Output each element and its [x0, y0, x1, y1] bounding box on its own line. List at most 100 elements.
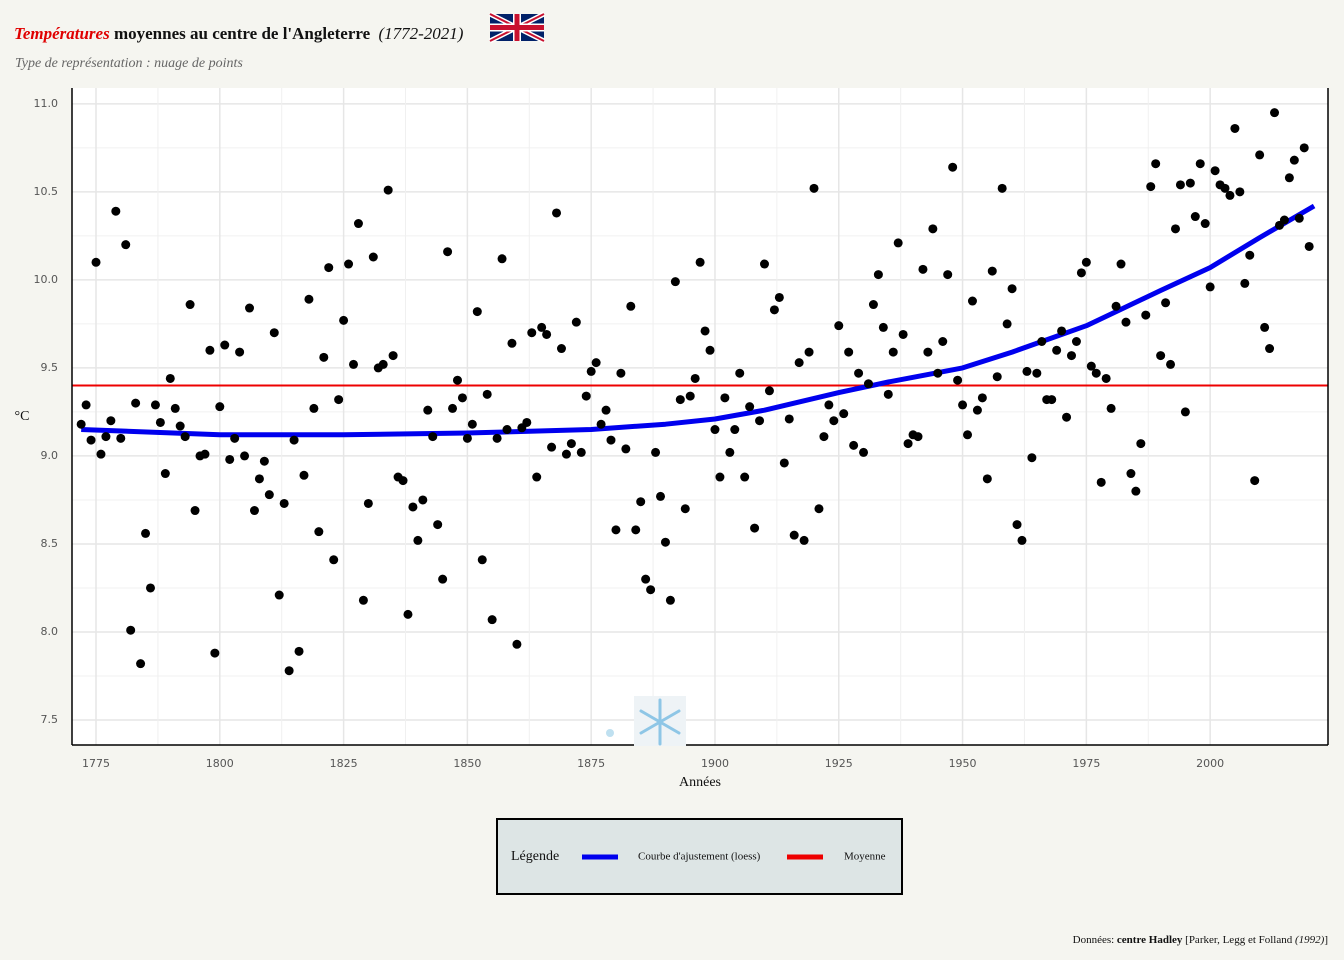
- data-point: [1294, 213, 1304, 223]
- data-point: [601, 405, 611, 415]
- title-period: (1772-2021): [378, 24, 463, 43]
- data-point: [1210, 166, 1220, 176]
- data-point: [334, 395, 344, 405]
- data-point: [953, 375, 963, 385]
- data-point: [1067, 351, 1077, 361]
- data-point: [621, 444, 631, 454]
- data-point: [116, 433, 126, 443]
- data-point: [938, 337, 948, 347]
- data-point: [314, 527, 324, 537]
- data-point: [403, 609, 413, 619]
- data-point: [977, 393, 987, 403]
- data-point: [1017, 535, 1027, 545]
- data-point: [1012, 520, 1022, 530]
- data-point: [764, 386, 774, 396]
- data-point: [705, 345, 715, 355]
- data-point: [106, 416, 116, 426]
- data-point: [408, 502, 418, 512]
- data-point: [794, 358, 804, 368]
- data-point: [913, 432, 923, 442]
- data-point: [863, 379, 873, 389]
- data-point: [759, 259, 769, 269]
- data-point: [1235, 187, 1245, 197]
- data-point: [472, 307, 482, 317]
- data-point: [76, 419, 86, 429]
- data-point: [1136, 439, 1146, 449]
- data-point: [1126, 469, 1136, 479]
- data-point: [81, 400, 91, 410]
- chart-title: Températures moyennes au centre de l'Ang…: [14, 24, 464, 43]
- data-point: [542, 329, 552, 339]
- data-point: [497, 254, 507, 264]
- data-point: [1091, 368, 1101, 378]
- subtitle: Type de représentation : nuage de points: [15, 56, 243, 71]
- data-point: [433, 520, 443, 530]
- data-point: [972, 405, 982, 415]
- source-year: (1992): [1295, 934, 1325, 946]
- data-point: [423, 405, 433, 415]
- data-point: [141, 528, 151, 538]
- data-point: [631, 525, 641, 535]
- data-point: [245, 303, 255, 313]
- x-tick-label: 1775: [82, 757, 110, 770]
- data-point: [111, 206, 121, 216]
- y-axis-label: °C: [15, 409, 30, 424]
- data-point: [150, 400, 160, 410]
- data-point: [834, 321, 844, 331]
- x-tick-label: 1800: [206, 757, 234, 770]
- data-point: [121, 240, 131, 250]
- data-point: [928, 224, 938, 234]
- legend-box: [496, 818, 903, 895]
- data-point: [1052, 345, 1062, 355]
- data-point: [1007, 284, 1017, 294]
- data-point: [750, 523, 760, 533]
- data-point: [86, 435, 96, 445]
- data-point: [1260, 322, 1270, 332]
- y-tick-label: 9.5: [41, 361, 59, 374]
- data-point: [284, 666, 294, 676]
- data-point: [215, 402, 225, 412]
- data-point: [670, 277, 680, 287]
- data-point: [789, 530, 799, 540]
- data-point: [1195, 159, 1205, 169]
- data-point: [1180, 407, 1190, 417]
- plot-area: [72, 88, 1328, 745]
- data-point: [349, 359, 359, 369]
- data-point: [636, 497, 646, 507]
- data-point: [740, 472, 750, 482]
- data-point: [304, 294, 314, 304]
- y-tick-label: 11.0: [34, 97, 59, 110]
- data-point: [1284, 173, 1294, 183]
- data-point: [413, 535, 423, 545]
- snowflake-decoration: [606, 696, 686, 746]
- data-point: [561, 449, 571, 459]
- data-point: [695, 257, 705, 267]
- data-point: [185, 300, 195, 310]
- data-point: [1156, 351, 1166, 361]
- data-point: [155, 417, 165, 427]
- data-point: [1047, 395, 1057, 405]
- data-point: [844, 347, 854, 357]
- data-point: [428, 432, 438, 442]
- data-point: [368, 252, 378, 262]
- title-text: moyennes au centre de l'Angleterre: [114, 24, 371, 43]
- data-point: [398, 476, 408, 486]
- data-point: [91, 257, 101, 267]
- y-tick-label: 9.0: [41, 449, 59, 462]
- data-point: [324, 263, 334, 273]
- data-point: [660, 537, 670, 547]
- data-point: [1057, 326, 1067, 336]
- x-axis-label: Années: [679, 775, 721, 790]
- data-point: [854, 368, 864, 378]
- data-point: [358, 595, 368, 605]
- data-point: [299, 470, 309, 480]
- grid: [72, 88, 1328, 745]
- data-point: [814, 504, 824, 514]
- data-point: [532, 472, 542, 482]
- data-point: [1037, 337, 1047, 347]
- data-point: [438, 574, 448, 584]
- data-point: [878, 322, 888, 332]
- data-point: [512, 639, 522, 649]
